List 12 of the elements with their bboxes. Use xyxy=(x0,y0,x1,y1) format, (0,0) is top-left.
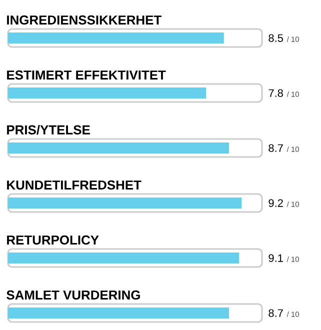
data-label: 9.2 xyxy=(268,199,283,207)
y-tick-label: INGREDIENSSIKKERHET xyxy=(7,15,162,25)
data-label: 9.1 xyxy=(268,254,283,262)
y-tick-label: SAMLET VURDERING xyxy=(6,290,140,300)
y-tick-label: RETURPOLICY xyxy=(7,235,99,245)
data-label: 8.5 xyxy=(268,34,283,42)
y-tick-label: PRIS/YTELSE xyxy=(7,124,90,135)
data-label: 7.8 xyxy=(268,89,283,97)
data-label: 8.7 xyxy=(268,309,283,317)
data-label: 8.7 xyxy=(268,144,283,152)
y-tick-label: KUNDETILFREDSHET xyxy=(7,180,142,190)
y-tick-label: ESTIMERT EFFEKTIVITET xyxy=(7,70,166,80)
